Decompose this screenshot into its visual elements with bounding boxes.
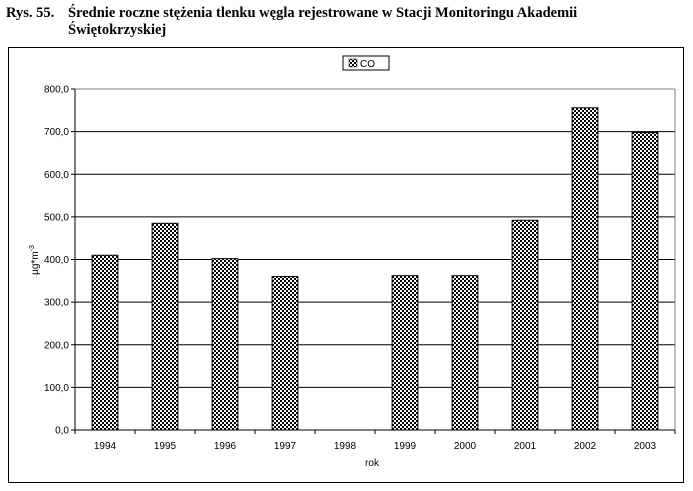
legend-label: CO [360,59,375,70]
bar-2001 [511,219,539,431]
x-tick-labels: 1994 1995 1996 1997 1998 1999 2000 2001 2002 2003 [94,441,657,452]
x-tick-label: 2002 [574,441,597,452]
y-tick-label: 0,0 [55,426,69,437]
y-tick-label: 800,0 [44,85,69,96]
x-tick-label: 2003 [634,441,657,452]
legend-swatch [348,58,358,68]
figure-caption: Rys. 55. Średnie roczne stężenia tlenku w… [6,5,606,39]
bar-1997 [271,276,299,431]
bar-1999 [391,275,419,431]
axes [71,88,676,434]
y-axis-title: µg*m-3 [29,245,41,275]
x-tick-label: 1997 [274,441,297,452]
y-tick-label: 300,0 [44,298,69,309]
bar-2000 [451,275,479,431]
y-tick-labels: 0,0 100,0 200,0 300,0 400,0 500,0 600,0 700,0 80… [44,85,69,437]
y-tick-label: 600,0 [44,170,69,181]
chart-frame [8,47,684,483]
x-tick-label: 2001 [514,441,537,452]
x-tick-label: 1995 [154,441,177,452]
y-tick-label: 100,0 [44,383,69,394]
x-tick-label: 1998 [334,441,357,452]
x-tick-label: 1999 [394,441,417,452]
y-tick-label: 200,0 [44,340,69,351]
bar-1994 [91,254,119,431]
x-axis-title: rok [365,458,380,469]
bar-2002 [571,107,599,431]
figure-title-line2: Świętokrzyskiej [68,22,167,38]
y-tick-label: 400,0 [44,255,69,266]
x-tick-label: 1996 [214,441,237,452]
y-tick-label: 700,0 [44,127,69,138]
figure-title-line1: Średnie roczne stężenia tlenku węgla rej… [68,5,578,21]
bar-1995 [151,222,179,431]
bar-2003 [631,131,659,431]
figure-number: Rys. 55. [6,5,55,21]
x-tick-label: 1994 [94,441,117,452]
x-tick-label: 2000 [454,441,477,452]
y-tick-label: 500,0 [44,212,69,223]
chart-legend: CO [342,55,390,71]
bars [91,107,659,431]
bar-1996 [211,258,239,431]
